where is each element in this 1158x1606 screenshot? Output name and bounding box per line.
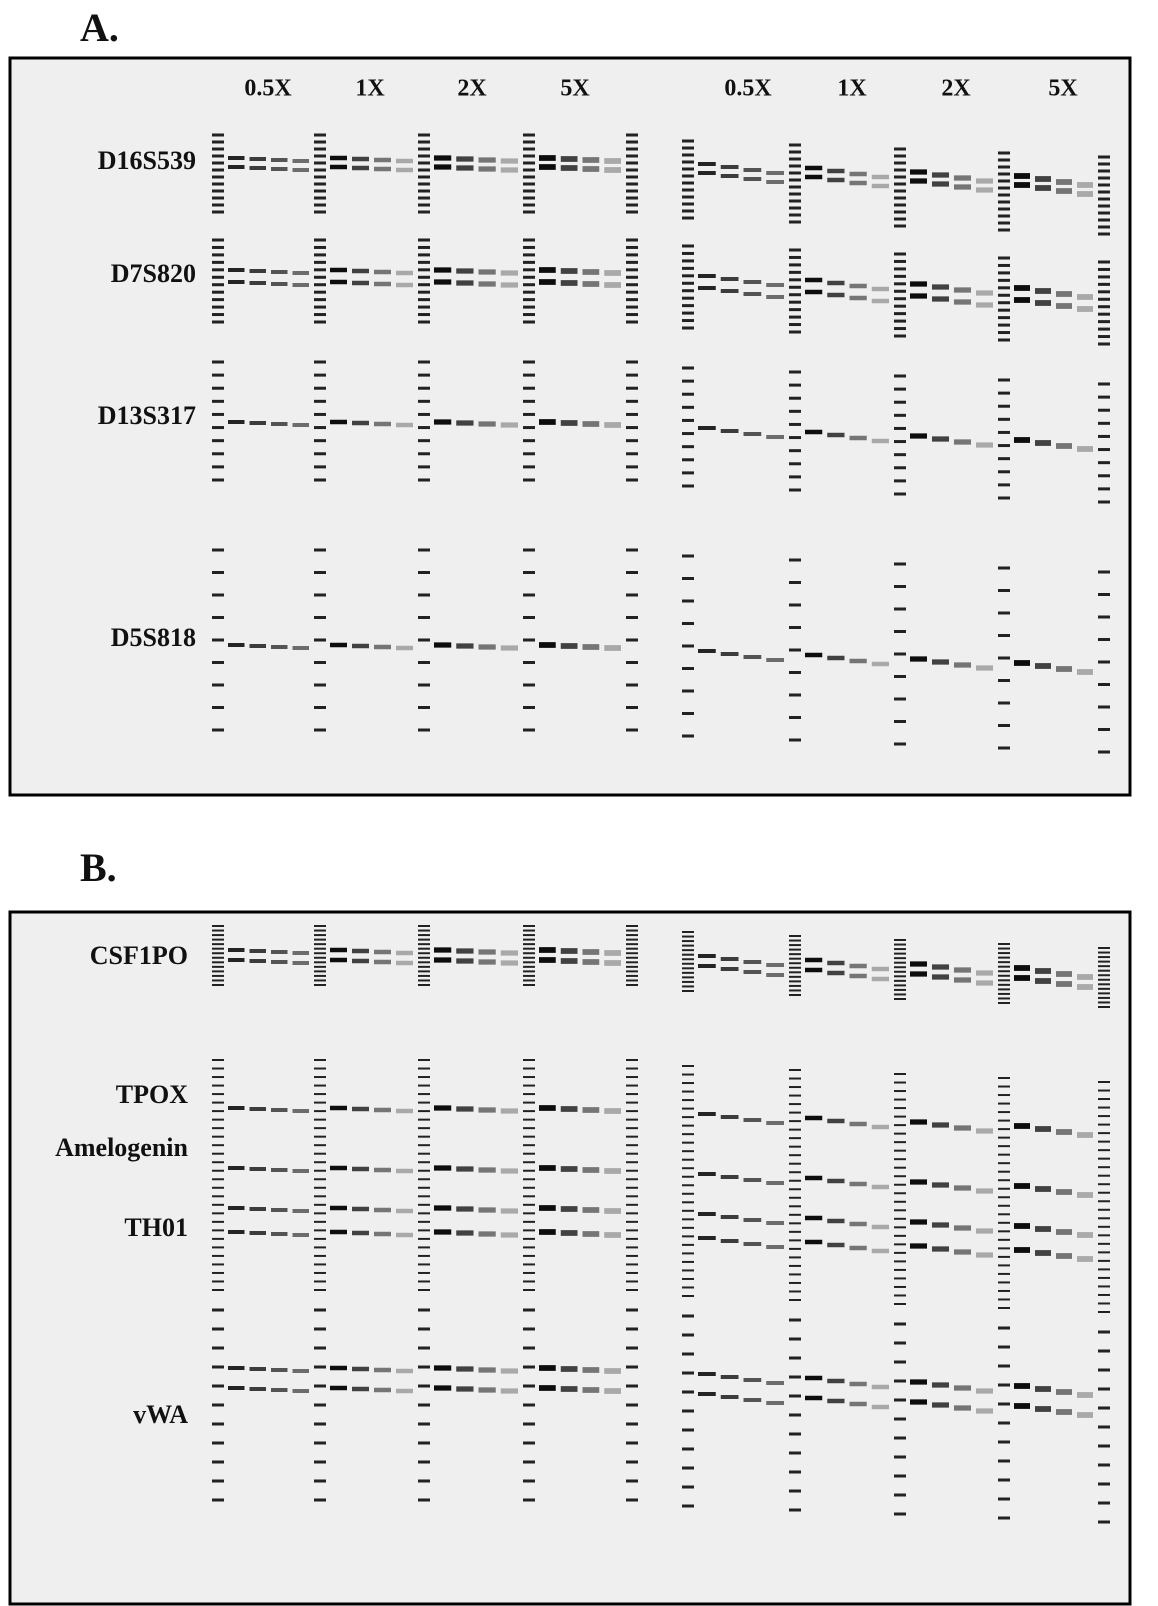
lane-header: 0.5X [724,76,772,102]
locus-label: vWA [133,1400,188,1429]
lane-header: 1X [837,76,867,102]
lane-header: 2X [457,76,487,102]
locus-label: Amelogenin [55,1133,188,1162]
locus-label: D7S820 [111,259,196,288]
locus-label: D5S818 [111,623,196,652]
lane-header: 5X [1048,76,1078,102]
locus-label: TPOX [116,1080,188,1109]
locus-label: CSF1PO [90,941,188,970]
gel-panel-b [10,912,1130,1604]
locus-label: TH01 [124,1213,188,1242]
panel-a-label: A. [80,5,119,50]
lane-header: 0.5X [244,76,292,102]
lane-header: 5X [560,76,590,102]
panel-b-label: B. [80,845,117,890]
locus-label: D13S317 [98,401,196,430]
locus-label: D16S539 [98,146,196,175]
lane-header: 2X [941,76,971,102]
lane-header: 1X [355,76,385,102]
figure: A. B. 0.5X 1X 2X 5X 0.5X 1X 2X 5X D16S539 D7S820 D… [0,0,1158,1606]
